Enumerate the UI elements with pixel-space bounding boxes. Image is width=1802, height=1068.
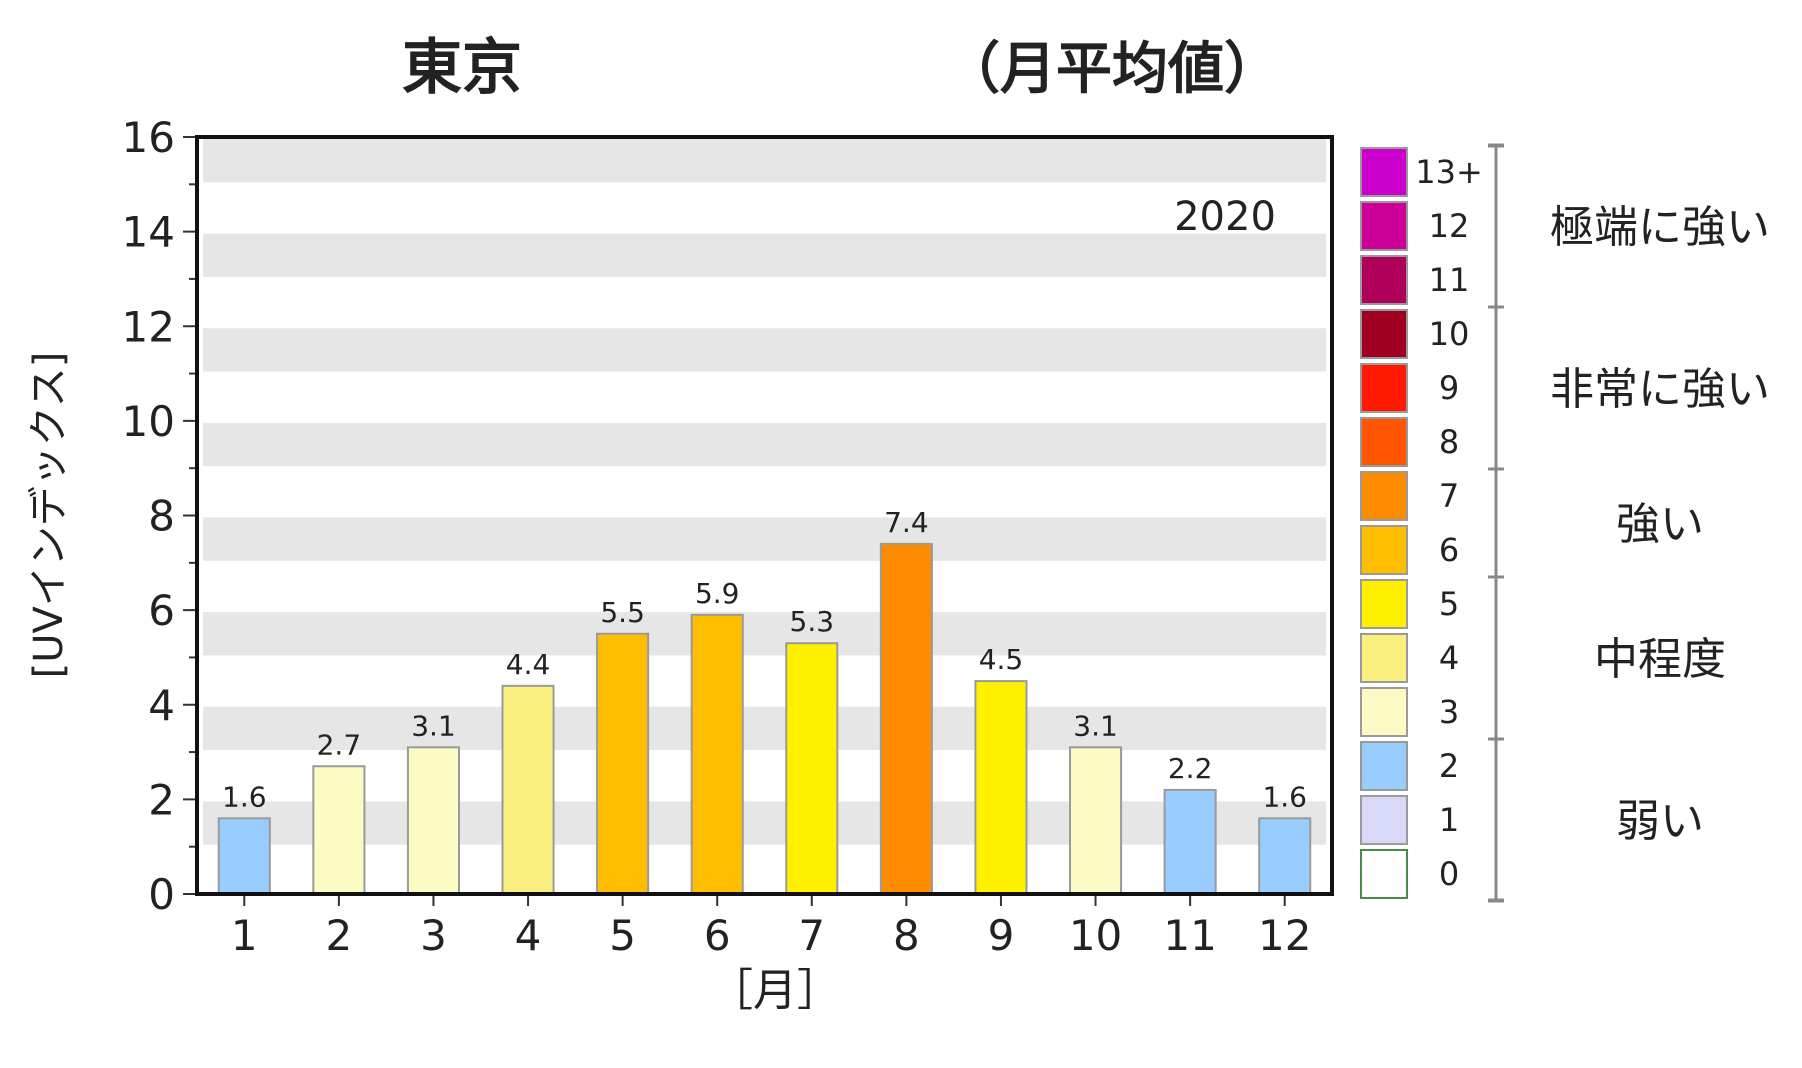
- bar-value-label: 4.5: [979, 643, 1024, 676]
- legend-swatch: [1360, 795, 1408, 845]
- bar-value-label: 7.4: [884, 506, 929, 539]
- x-tick-label: 2: [326, 911, 353, 960]
- y-tick-label: 0: [148, 870, 175, 919]
- bar: [406, 746, 460, 895]
- x-tick-label: 3: [420, 911, 447, 960]
- plot-frame: [195, 135, 1334, 896]
- bar: [501, 684, 555, 896]
- chart-title-location: 東京: [402, 33, 522, 103]
- year-label: 2020: [1174, 194, 1276, 240]
- x-tick-label: 6: [704, 911, 731, 960]
- legend-swatch: [1360, 687, 1408, 737]
- legend-swatch: [1360, 579, 1408, 629]
- x-tick-label: 5: [609, 911, 636, 960]
- bar: [1069, 746, 1123, 895]
- legend-swatch: [1360, 201, 1408, 251]
- bar-value-label: 4.4: [506, 648, 551, 681]
- legend-swatch: [1360, 525, 1408, 575]
- legend-swatch: [1360, 633, 1408, 683]
- bar-value-label: 1.6: [1262, 780, 1307, 813]
- x-axis-title: ［月］: [709, 965, 841, 1016]
- y-tick-label: 12: [122, 302, 175, 351]
- legend-level-label: 0: [1439, 855, 1459, 893]
- x-tick-label: 7: [798, 911, 825, 960]
- grid-band: [203, 139, 1326, 183]
- legend-swatch: [1360, 309, 1408, 359]
- grid-band: [203, 801, 1326, 845]
- bar: [1163, 788, 1217, 895]
- x-tick-label: 4: [515, 911, 542, 960]
- legend-swatch: [1360, 255, 1408, 305]
- bar: [596, 632, 650, 895]
- grid-bands: [203, 139, 1326, 845]
- x-tick-label: 10: [1069, 911, 1122, 960]
- bar: [974, 680, 1028, 895]
- bar-value-label: 1.6: [222, 780, 267, 813]
- bar-value-label: 3.1: [1073, 709, 1118, 742]
- legend-level-label: 4: [1439, 639, 1459, 677]
- bar: [690, 613, 744, 895]
- bar: [879, 542, 933, 895]
- legend-level-label: 1: [1439, 801, 1459, 839]
- x-tick-label: 12: [1258, 911, 1311, 960]
- bar-value-label: 3.1: [411, 709, 456, 742]
- grid-band: [203, 517, 1326, 561]
- grid-band: [203, 422, 1326, 467]
- category-label: 極端に強い: [1550, 202, 1770, 253]
- bar-value-label: 5.3: [790, 605, 835, 638]
- legend-level-label: 5: [1439, 585, 1459, 623]
- y-tick-label: 2: [148, 775, 175, 824]
- bar-value-label: 2.2: [1168, 752, 1213, 785]
- bar: [785, 642, 839, 896]
- bar: [312, 765, 366, 895]
- bar-value-label: 5.9: [695, 577, 740, 610]
- legend-level-label: 12: [1429, 207, 1470, 245]
- legend-swatch: [1360, 363, 1408, 413]
- bar: [217, 817, 271, 895]
- legend-level-label: 2: [1439, 747, 1459, 785]
- x-tick-label: 9: [988, 911, 1015, 960]
- grid-band: [203, 612, 1326, 656]
- y-tick-label: 10: [122, 397, 175, 446]
- legend-level-label: 13+: [1415, 153, 1483, 191]
- y-axis: 0 2 4 6 8 10 12 14 16: [122, 113, 197, 919]
- category-label: 強い: [1616, 499, 1704, 550]
- y-tick-label: 8: [148, 492, 175, 541]
- grid-band: [203, 328, 1326, 372]
- bars: 1.6 2.7 3.1 4.4 5.5 5.9 5.3 7.4 4.5 3.1 2.2 1.6: [217, 506, 1312, 896]
- bar-value-label: 2.7: [317, 728, 362, 761]
- y-tick-label: 16: [122, 113, 175, 162]
- bar-value-label: 5.5: [600, 596, 645, 629]
- y-tick-label: 4: [148, 681, 175, 730]
- x-tick-label: 1: [231, 911, 258, 960]
- legend-swatch: [1360, 849, 1408, 899]
- legend-swatch: [1360, 147, 1408, 197]
- category-label: 中程度: [1594, 634, 1726, 685]
- legend-level-label: 3: [1439, 693, 1459, 731]
- legend-swatch: [1360, 417, 1408, 467]
- legend-level-label: 8: [1439, 423, 1459, 461]
- category-label: 弱い: [1616, 796, 1704, 847]
- x-tick-label: 11: [1163, 911, 1216, 960]
- y-tick-label: 14: [122, 208, 175, 257]
- legend-swatch: [1360, 471, 1408, 521]
- legend-level-label: 10: [1429, 315, 1470, 353]
- legend-level-label: 9: [1439, 369, 1459, 407]
- legend-swatch: [1360, 741, 1408, 791]
- chart-title-monthly-average: （月平均値）: [944, 37, 1280, 102]
- legend-level-label: 11: [1429, 261, 1470, 299]
- grid-band: [203, 706, 1326, 751]
- bar: [1258, 817, 1312, 895]
- y-tick-label: 6: [148, 586, 175, 635]
- grid-band: [203, 233, 1326, 277]
- legend-level-label: 7: [1439, 477, 1459, 515]
- y-axis-title: [UVインデックス]: [26, 352, 72, 679]
- legend-level-label: 6: [1439, 531, 1459, 569]
- category-label: 非常に強い: [1550, 364, 1770, 415]
- x-axis: 1 2 3 4 5 6 7 8 9 10 11 12: [231, 894, 1311, 960]
- x-tick-label: 8: [893, 911, 920, 960]
